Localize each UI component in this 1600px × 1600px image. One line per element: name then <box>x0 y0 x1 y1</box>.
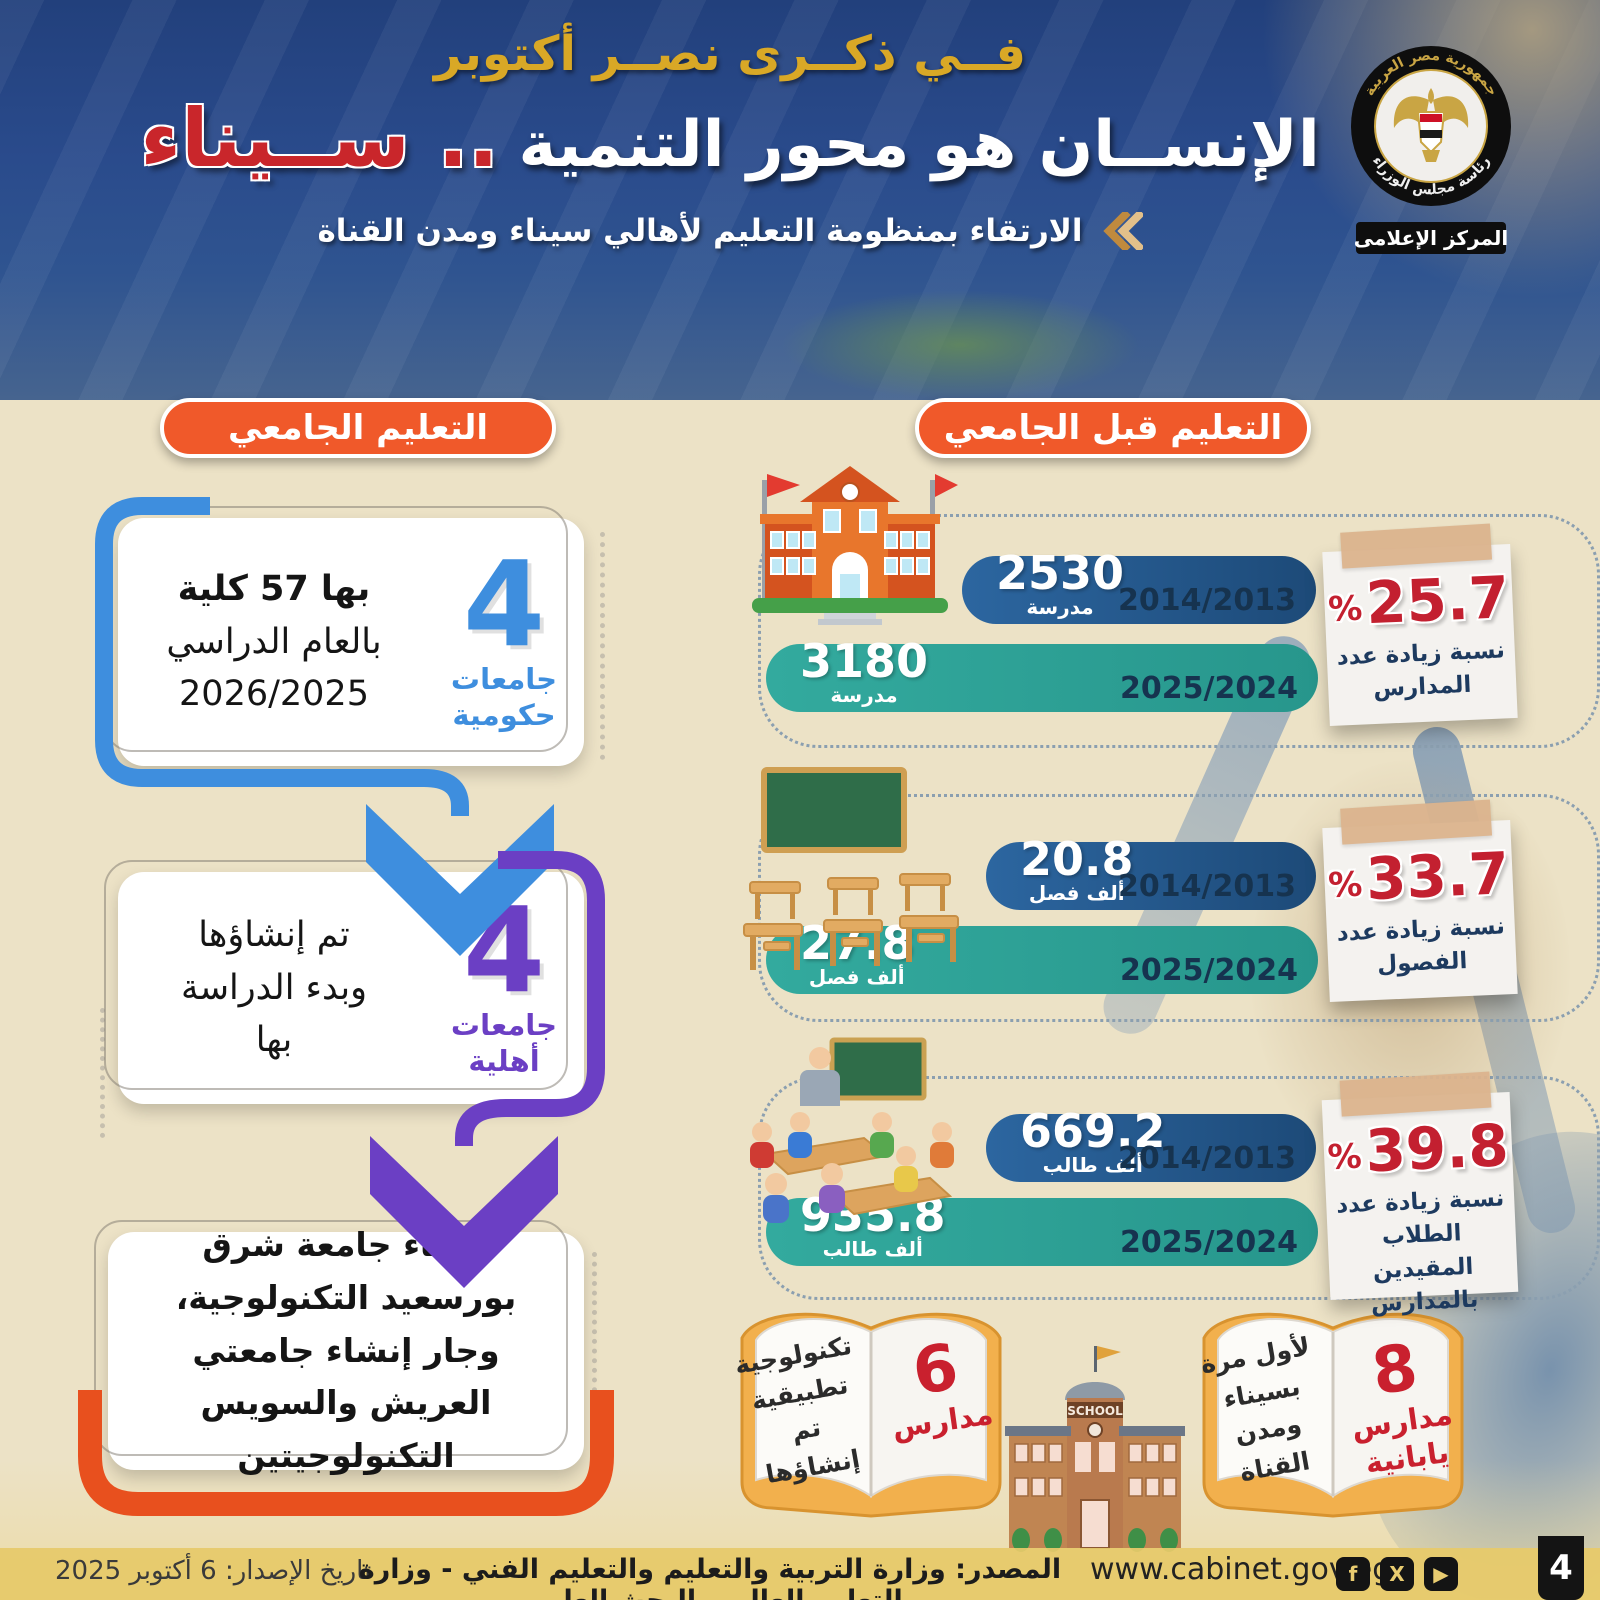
footer-band <box>0 1548 1600 1600</box>
title-rest: الإنســان هو محور التنمية <box>518 108 1320 182</box>
schools-row-outline <box>758 514 1600 748</box>
gov-universities-label: جامعات حكومية <box>450 661 558 733</box>
tape-decoration <box>1340 523 1493 569</box>
tape-decoration <box>1339 1071 1492 1117</box>
schools-increase-note: % 25.7 نسبة زيادة عدد المدارس <box>1322 523 1518 727</box>
building-sign-text: SCHOOL <box>1067 1404 1123 1418</box>
nile-delta-background <box>780 290 1140 400</box>
eagle-emblem <box>1393 88 1469 162</box>
schools-old-value: 2530 مدرسة <box>996 546 1125 619</box>
dotted-decoration <box>600 532 605 760</box>
school-building-icon <box>740 458 960 638</box>
schools-increase-percent: % 25.7 <box>1327 563 1511 638</box>
year-label: 2014/2013 <box>1118 869 1296 904</box>
private-universities-count: 4 جامعات أهلية <box>424 880 584 1080</box>
classrooms-bar-2013: 20.8 ألف فصل 2014/2013 <box>986 834 1316 910</box>
gov-universities-text: بها 57 كلية بالعام الدراسي 2026/2025 <box>166 569 382 715</box>
footer-social-icons: f X ▶ <box>1336 1557 1458 1591</box>
card-technological-universities: إنشاء جامعة شرق بورسعيد التكنولوجية، وجا… <box>94 1220 584 1475</box>
logo-ribbon-text: المركز الإعلامى <box>1354 226 1508 250</box>
header-kicker: فــي ذكــرى نصــر أكتوبر <box>433 26 1027 82</box>
classrooms-bar-2024: 27.8 ألف فصل 2025/2024 <box>766 918 1318 994</box>
classrooms-increase-percent: % 33.7 <box>1327 839 1511 914</box>
classrooms-increase-note: % 33.7 نسبة زيادة عدد الفصول <box>1322 799 1518 1003</box>
gov-universities-count: 4 جامعات حكومية <box>424 534 584 734</box>
x-icon: X <box>1380 1557 1414 1591</box>
private-universities-number: 4 <box>462 880 546 1019</box>
technological-schools-count: 6 مدارس <box>889 1330 996 1445</box>
dotted-decoration <box>592 1252 597 1402</box>
classroom-icon <box>742 764 962 1012</box>
technological-universities-text: إنشاء جامعة شرق بورسعيد التكنولوجية، وجا… <box>175 1225 517 1476</box>
japanese-schools-count: 8 مدارس يابانية <box>1349 1330 1455 1480</box>
tape-decoration <box>1340 799 1493 845</box>
dotted-decoration <box>100 1008 105 1138</box>
private-universities-text: تم إنشاؤها وبدء الدراسة بها <box>180 915 368 1061</box>
schools-bar-2024: 3180 مدرسة 2025/2024 <box>766 636 1318 712</box>
section-title-university: التعليم الجامعي <box>160 398 556 458</box>
year-label: 2025/2024 <box>1120 953 1298 988</box>
students-row-outline <box>758 1076 1600 1300</box>
header-subtitle-row: الارتقاء بمنظومة التعليم لأهالي سيناء وم… <box>60 212 1400 250</box>
section-title-pre-university: التعليم قبل الجامعي <box>915 398 1311 458</box>
gov-universities-number: 4 <box>462 534 546 673</box>
card-government-universities: 4 جامعات حكومية بها 57 كلية بالعام الدرا… <box>104 506 584 766</box>
schools-bar-2013: 2530 مدرسة 2014/2013 <box>962 548 1316 624</box>
title-highlight: ســيناء .. <box>140 92 499 185</box>
footer-source: المصدر: وزارة التربية والتعليم والتعليم … <box>358 1554 1062 1600</box>
year-label: 2025/2024 <box>1120 1225 1298 1260</box>
schools-new-value: 3180 مدرسة <box>800 634 929 707</box>
japanese-schools-book: لأول مرة بسيناء ومدن القناة 8 مدارس يابا… <box>1188 1298 1478 1523</box>
students-increase-note: % 39.8 نسبة زيادة عدد الطلاب المقيدين با… <box>1321 1071 1519 1317</box>
japanese-schools-desc: لأول مرة بسيناء ومدن القناة <box>1198 1331 1313 1487</box>
year-label: 2014/2013 <box>1118 583 1296 618</box>
logo-graphic: جمهورية مصر العربية رئاسة مجلس الوزراء ا… <box>1351 46 1511 254</box>
year-label: 2014/2013 <box>1118 1141 1296 1176</box>
double-chevron-left-icon <box>1102 212 1143 250</box>
open-book-icon <box>1202 1312 1464 1518</box>
students-increase-percent: % 39.8 <box>1326 1111 1510 1186</box>
private-universities-label: جامعات أهلية <box>450 1007 558 1079</box>
card-private-universities: 4 جامعات أهلية تم إنشاؤها وبدء الدراسة ب… <box>104 860 584 1104</box>
classrooms-old-value: 20.8 ألف فصل <box>1020 832 1134 905</box>
students-icon <box>736 1036 964 1234</box>
facebook-icon: f <box>1336 1557 1370 1591</box>
open-book-icon <box>740 1312 1002 1518</box>
page-title: ســيناء .. الإنســان هو محور التنمية <box>60 92 1400 185</box>
subtitle-text: الارتقاء بمنظومة التعليم لأهالي سيناء وم… <box>317 213 1083 249</box>
year-label: 2025/2024 <box>1120 671 1298 706</box>
youtube-icon: ▶ <box>1424 1557 1458 1591</box>
students-old-value: 669.2 ألف طالب <box>1020 1104 1166 1177</box>
page-number-tab: 4 <box>1538 1536 1584 1600</box>
footer-website: www.cabinet.gov.eg <box>1090 1552 1392 1587</box>
footer-issue-date: تاريخ الإصدار: 6 أكتوبر 2025 <box>55 1556 372 1586</box>
students-bar-2013: 669.2 ألف طالب 2014/2013 <box>986 1106 1316 1182</box>
technological-schools-book: تكنولوجية تطبيقية تم إنشاؤها 6 مدارس <box>726 1298 1016 1523</box>
technological-schools-desc: تكنولوجية تطبيقية تم إنشاؤها <box>732 1330 863 1489</box>
school-building-illustration: SCHOOL <box>995 1338 1195 1560</box>
cabinet-media-center-logo: جمهورية مصر العربية رئاسة مجلس الوزراء ا… <box>1348 42 1514 254</box>
